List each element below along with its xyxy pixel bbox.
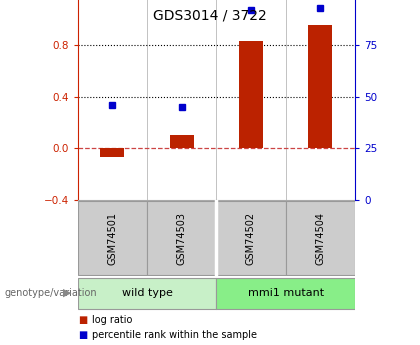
Text: GSM74502: GSM74502 [246, 211, 256, 265]
Text: GDS3014 / 3722: GDS3014 / 3722 [153, 9, 267, 23]
Text: GSM74503: GSM74503 [177, 211, 186, 265]
Bar [239, 41, 263, 148]
Bar [78, 201, 147, 275]
Bar [100, 148, 124, 157]
Text: ■: ■ [78, 331, 87, 340]
Text: log ratio: log ratio [92, 315, 133, 325]
Text: GSM74504: GSM74504 [315, 211, 325, 265]
Text: ▶: ▶ [63, 288, 71, 297]
Bar [216, 278, 355, 309]
Bar [78, 278, 216, 309]
Bar [147, 201, 216, 275]
Text: wild type: wild type [121, 288, 173, 297]
Text: ■: ■ [78, 315, 87, 325]
Bar [216, 201, 286, 275]
Text: mmi1 mutant: mmi1 mutant [247, 288, 324, 297]
Text: genotype/variation: genotype/variation [4, 288, 97, 297]
Bar [170, 135, 194, 148]
Bar [286, 201, 355, 275]
Text: percentile rank within the sample: percentile rank within the sample [92, 331, 257, 340]
Bar [308, 26, 332, 148]
Text: GSM74501: GSM74501 [108, 211, 117, 265]
